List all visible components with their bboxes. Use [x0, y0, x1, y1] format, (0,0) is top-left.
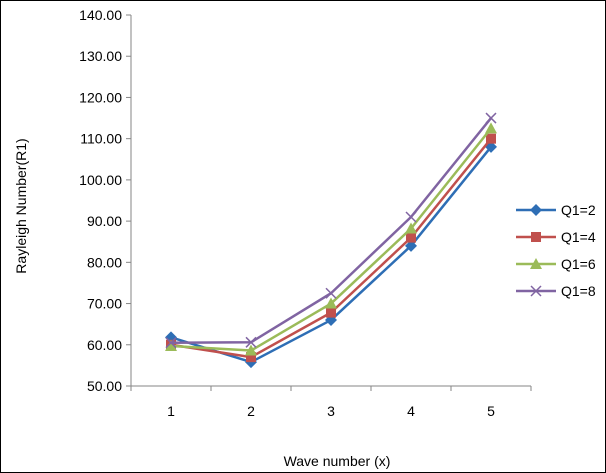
legend-item: Q1=6: [516, 256, 596, 272]
square-marker: [246, 352, 256, 363]
square-marker: [486, 133, 496, 144]
x-marker: [405, 211, 417, 223]
legend: Q1=2 Q1=4 Q1=6 Q1=8: [516, 202, 596, 299]
series-layer: [165, 112, 497, 369]
x-marker-stroke: [405, 211, 417, 223]
y-tick-label: 120.00: [79, 89, 122, 105]
legend-item: Q1=2: [516, 202, 596, 218]
x-marker: [485, 112, 497, 124]
legend-label: Q1=8: [561, 283, 596, 299]
x-marker: [165, 337, 177, 349]
legend-item: Q1=4: [516, 229, 596, 245]
legend-label: Q1=6: [561, 256, 596, 272]
legend-label: Q1=2: [561, 202, 596, 218]
square-marker: [531, 232, 541, 242]
square-marker: [326, 307, 336, 318]
x-marker-stroke: [325, 287, 337, 299]
y-tick-label: 90.00: [87, 213, 122, 229]
y-tick-label: 140.00: [79, 7, 122, 23]
square-marker: [406, 232, 416, 243]
triangle-marker: [485, 122, 497, 134]
series-q1-2: [165, 140, 497, 369]
x-marker: [325, 287, 337, 299]
triangle-marker: [245, 344, 257, 356]
x-marker-stroke: [245, 336, 257, 348]
x-tick-label: 1: [167, 403, 175, 419]
legend-label: Q1=4: [561, 229, 596, 245]
y-tick-label: 60.00: [87, 337, 122, 353]
x-tick-label: 4: [407, 403, 415, 419]
legend-item: Q1=8: [516, 283, 596, 299]
x-axis-title: Wave number (x): [284, 453, 391, 469]
x-tick-label: 5: [487, 403, 495, 419]
series-q1-8: [165, 112, 497, 349]
y-axis-title: Rayleigh Number(R1): [13, 138, 29, 273]
x-tick-label: 2: [247, 403, 255, 419]
y-tick-label: 110.00: [80, 131, 122, 147]
x-marker: [245, 336, 257, 348]
x-marker-stroke: [530, 285, 542, 297]
x-marker-stroke: [165, 337, 177, 349]
y-tick-label: 70.00: [87, 296, 122, 312]
y-tick-label: 130.00: [79, 48, 122, 64]
y-tick-label: 50.00: [87, 378, 122, 394]
diamond-marker: [530, 204, 542, 216]
series-q1-6: [165, 122, 497, 356]
x-marker: [530, 285, 542, 297]
diamond-marker: [405, 239, 417, 252]
x-tick-label: 3: [327, 403, 335, 419]
series-q1-4: [166, 133, 496, 363]
y-axis-ticks: 50.00 60.00 70.00 80.00 90.00 100.00 110.00 120…: [79, 7, 131, 394]
y-tick-label: 80.00: [87, 254, 122, 270]
triangle-marker: [405, 222, 417, 234]
x-axis-ticks: 1 2 3 4 5: [130, 386, 532, 419]
triangle-marker: [165, 340, 177, 352]
triangle-marker: [325, 297, 337, 309]
x-marker-stroke: [485, 112, 497, 124]
triangle-marker: [530, 258, 542, 269]
y-tick-label: 100.00: [79, 172, 122, 188]
